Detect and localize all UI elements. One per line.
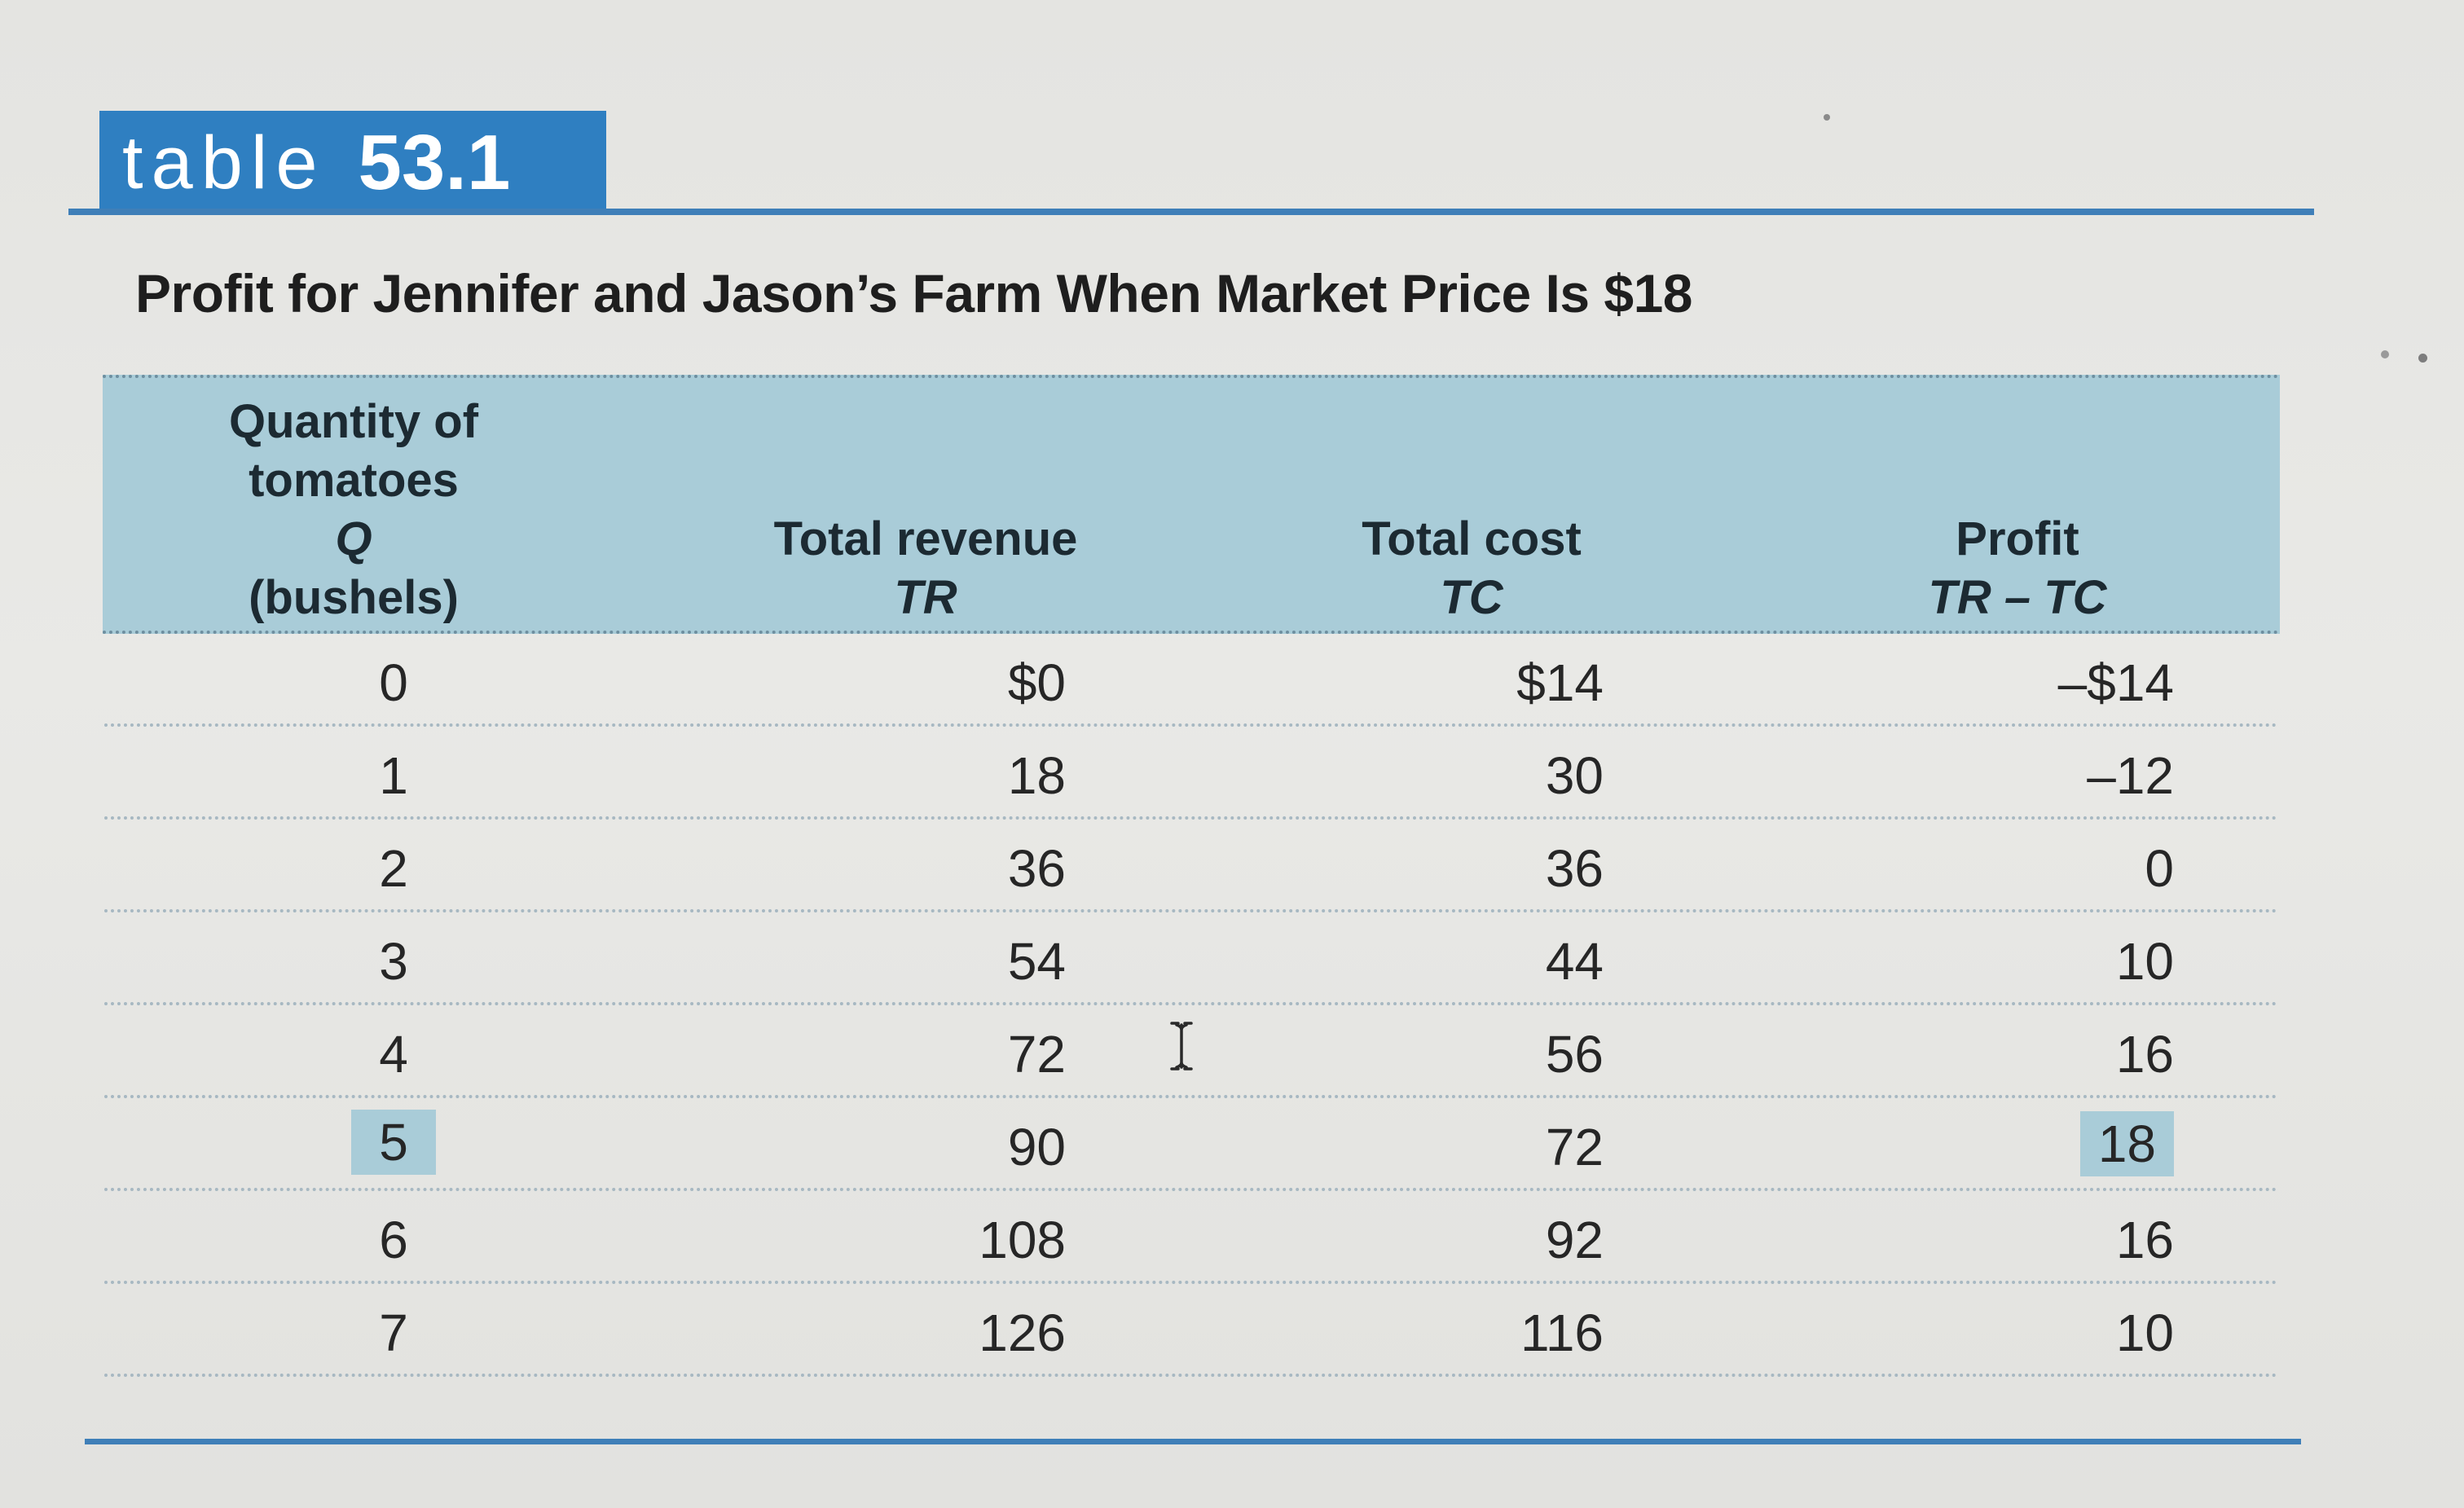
- cell-total-cost: 36: [1545, 839, 1604, 898]
- screen-dust-speck: [2381, 350, 2389, 358]
- header-total-revenue-label: Total revenue: [773, 512, 1078, 565]
- cell-quantity: 4: [379, 1025, 408, 1084]
- header-profit: Profit TR – TC: [1855, 510, 2180, 627]
- table-row: 3 54 44 10: [104, 912, 2278, 1005]
- table-tag-number: 53.1: [358, 119, 511, 206]
- header-total-cost-symbol: TC: [1440, 571, 1503, 624]
- cell-total-cost: 92: [1545, 1211, 1604, 1269]
- cell-total-revenue: 126: [979, 1304, 1066, 1362]
- cell-total-revenue: 54: [1007, 932, 1066, 991]
- highlight-quantity: 5: [351, 1110, 436, 1175]
- table-title: Profit for Jennifer and Jason’s Farm Whe…: [135, 263, 1693, 323]
- cell-profit: 10: [2115, 1304, 2174, 1362]
- highlight-profit: 18: [2079, 1111, 2174, 1176]
- screen-dust-speck: [2418, 354, 2427, 363]
- table-row: 0 $0 $14 –$14: [104, 634, 2278, 727]
- header-profit-label: Profit: [1956, 512, 2079, 565]
- cell-profit: 16: [2115, 1025, 2174, 1084]
- table-row: 4 72 56 16: [104, 1005, 2278, 1098]
- cell-total-cost: 30: [1545, 746, 1604, 805]
- table-tag-word: table: [122, 121, 326, 204]
- table-header: Quantity of tomatoes Q (bushels) Total r…: [103, 375, 2280, 634]
- table-row: 2 36 36 0: [104, 820, 2278, 912]
- cell-total-cost: 44: [1545, 932, 1604, 991]
- cell-profit: 10: [2115, 932, 2174, 991]
- cell-profit: 0: [2145, 839, 2174, 898]
- header-quantity-unit: (bushels): [249, 571, 459, 624]
- header-profit-symbol: TR – TC: [1928, 571, 2107, 624]
- header-total-cost-label: Total cost: [1362, 512, 1582, 565]
- text-cursor-icon: [1170, 1022, 1193, 1071]
- cell-quantity: 6: [379, 1211, 408, 1269]
- cell-quantity: 1: [379, 746, 408, 805]
- cell-total-revenue: 90: [1007, 1118, 1066, 1176]
- cell-quantity-highlighted: 5: [332, 1098, 455, 1188]
- bottom-rule-divider: [85, 1439, 2301, 1444]
- table-row: 6 108 92 16: [104, 1191, 2278, 1284]
- header-total-revenue-symbol: TR: [894, 571, 957, 624]
- cell-profit: –$14: [2057, 653, 2174, 712]
- cell-quantity: 0: [379, 653, 408, 712]
- cell-total-cost: 72: [1545, 1118, 1604, 1176]
- cell-total-revenue: $0: [1007, 653, 1066, 712]
- cell-total-revenue: 72: [1007, 1025, 1066, 1084]
- top-rule-divider: [68, 209, 2314, 215]
- cell-total-cost: 116: [1520, 1304, 1604, 1362]
- cell-quantity: 2: [379, 839, 408, 898]
- cell-quantity: 7: [379, 1304, 408, 1362]
- cell-profit: –12: [2087, 746, 2174, 805]
- header-quantity-symbol: Q: [335, 512, 372, 565]
- cell-profit: 16: [2115, 1211, 2174, 1269]
- cell-total-revenue: 36: [1007, 839, 1066, 898]
- header-quantity-line2: tomatoes: [249, 454, 459, 507]
- cell-total-cost: 56: [1545, 1025, 1604, 1084]
- table-row: 1 18 30 –12: [104, 727, 2278, 820]
- cell-total-cost: $14: [1516, 653, 1604, 712]
- cell-total-revenue: 18: [1007, 746, 1066, 805]
- header-total-cost: Total cost TC: [1309, 510, 1635, 627]
- screen-dust-speck: [1824, 114, 1830, 121]
- table-body: 0 $0 $14 –$14 1 18 30 –12 2 36 36 0 3 54…: [104, 634, 2278, 1377]
- header-quantity: Quantity of tomatoes Q (bushels): [223, 393, 484, 627]
- header-quantity-line1: Quantity of: [228, 395, 479, 448]
- table-tag: table 53.1: [99, 111, 606, 215]
- cell-total-revenue: 108: [979, 1211, 1066, 1269]
- table-row-highlighted: 5 90 72 18: [104, 1098, 2278, 1191]
- table-row: 7 126 116 10: [104, 1284, 2278, 1377]
- header-total-revenue: Total revenue TR: [763, 510, 1089, 627]
- cell-profit-highlighted: 18: [1913, 1098, 2174, 1188]
- cell-quantity: 3: [379, 932, 408, 991]
